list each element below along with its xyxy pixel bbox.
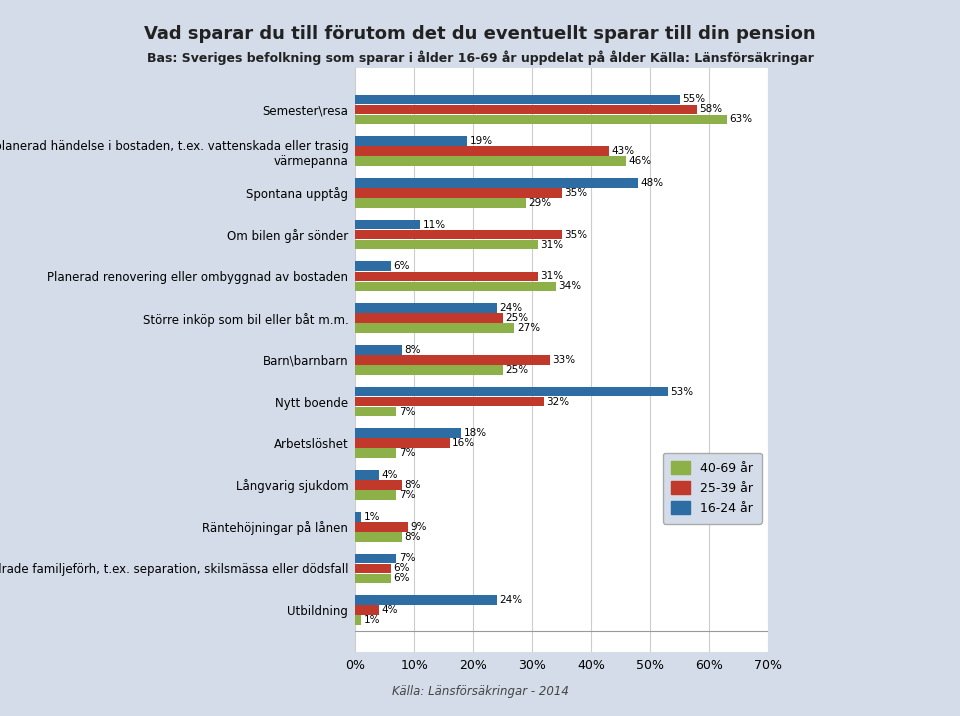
Bar	[355, 365, 503, 374]
Bar	[355, 304, 496, 313]
Text: Bas: Sveriges befolkning som sparar i ålder 16-69 år uppdelat på ålder Källa: Lä: Bas: Sveriges befolkning som sparar i ål…	[147, 50, 813, 64]
Bar	[355, 387, 668, 397]
Text: 4%: 4%	[381, 605, 397, 615]
Bar	[355, 428, 462, 438]
Text: 32%: 32%	[546, 397, 569, 407]
Bar	[355, 105, 697, 114]
Text: 46%: 46%	[629, 156, 652, 166]
Bar	[355, 198, 526, 208]
Bar	[355, 115, 727, 124]
Text: 27%: 27%	[516, 323, 540, 333]
Text: 6%: 6%	[393, 574, 410, 584]
Bar	[355, 596, 496, 605]
Text: 1%: 1%	[364, 615, 380, 625]
Bar	[355, 261, 391, 271]
Text: 24%: 24%	[499, 595, 522, 605]
Text: 7%: 7%	[398, 407, 416, 417]
Text: 8%: 8%	[405, 480, 421, 490]
Bar	[355, 355, 550, 364]
Text: 33%: 33%	[552, 355, 575, 364]
Bar	[355, 323, 515, 333]
Bar	[355, 574, 391, 584]
Text: 55%: 55%	[682, 95, 705, 105]
Text: 31%: 31%	[540, 271, 564, 281]
Text: 35%: 35%	[564, 188, 588, 198]
Text: 35%: 35%	[564, 230, 588, 240]
Text: 34%: 34%	[558, 281, 581, 291]
Bar	[355, 281, 556, 291]
Text: 63%: 63%	[729, 115, 753, 125]
Bar	[355, 146, 609, 156]
Text: 58%: 58%	[700, 105, 723, 115]
Text: 43%: 43%	[612, 146, 635, 156]
Text: 16%: 16%	[452, 438, 475, 448]
Text: 24%: 24%	[499, 303, 522, 313]
Bar	[355, 136, 468, 146]
Bar	[355, 563, 391, 574]
Text: 25%: 25%	[505, 365, 528, 374]
Bar	[355, 438, 449, 448]
Text: 7%: 7%	[398, 448, 416, 458]
Bar	[355, 188, 562, 198]
Bar	[355, 522, 408, 531]
Bar	[355, 553, 396, 563]
Bar	[355, 156, 627, 166]
Text: 48%: 48%	[640, 178, 663, 188]
Bar	[355, 220, 420, 229]
Bar	[355, 240, 538, 249]
Text: 1%: 1%	[364, 512, 380, 522]
Text: 7%: 7%	[398, 490, 416, 500]
Text: 6%: 6%	[393, 563, 410, 574]
Bar	[355, 448, 396, 458]
Text: 31%: 31%	[540, 240, 564, 250]
Text: 9%: 9%	[411, 522, 427, 532]
Bar	[355, 532, 402, 541]
Text: Vad sparar du till förutom det du eventuellt sparar till din pension: Vad sparar du till förutom det du eventu…	[144, 25, 816, 43]
Text: 8%: 8%	[405, 532, 421, 542]
Text: Källa: Länsförsäkringar - 2014: Källa: Länsförsäkringar - 2014	[392, 685, 568, 698]
Text: 19%: 19%	[469, 136, 492, 146]
Bar	[355, 606, 379, 615]
Text: 4%: 4%	[381, 470, 397, 480]
Text: 7%: 7%	[398, 553, 416, 563]
Bar	[355, 470, 379, 480]
Bar	[355, 407, 396, 416]
Bar	[355, 345, 402, 354]
Text: 8%: 8%	[405, 345, 421, 354]
Legend: 40-69 år, 25-39 år, 16-24 år: 40-69 år, 25-39 år, 16-24 år	[662, 453, 761, 523]
Bar	[355, 480, 402, 490]
Bar	[355, 512, 361, 521]
Bar	[355, 178, 638, 188]
Text: 25%: 25%	[505, 313, 528, 323]
Text: 29%: 29%	[529, 198, 552, 208]
Bar	[355, 397, 544, 406]
Text: 11%: 11%	[422, 220, 445, 230]
Bar	[355, 230, 562, 239]
Bar	[355, 271, 538, 281]
Text: 6%: 6%	[393, 261, 410, 271]
Bar	[355, 95, 680, 104]
Bar	[355, 616, 361, 625]
Text: 18%: 18%	[464, 428, 487, 438]
Bar	[355, 314, 503, 323]
Text: 53%: 53%	[670, 387, 693, 397]
Bar	[355, 490, 396, 500]
